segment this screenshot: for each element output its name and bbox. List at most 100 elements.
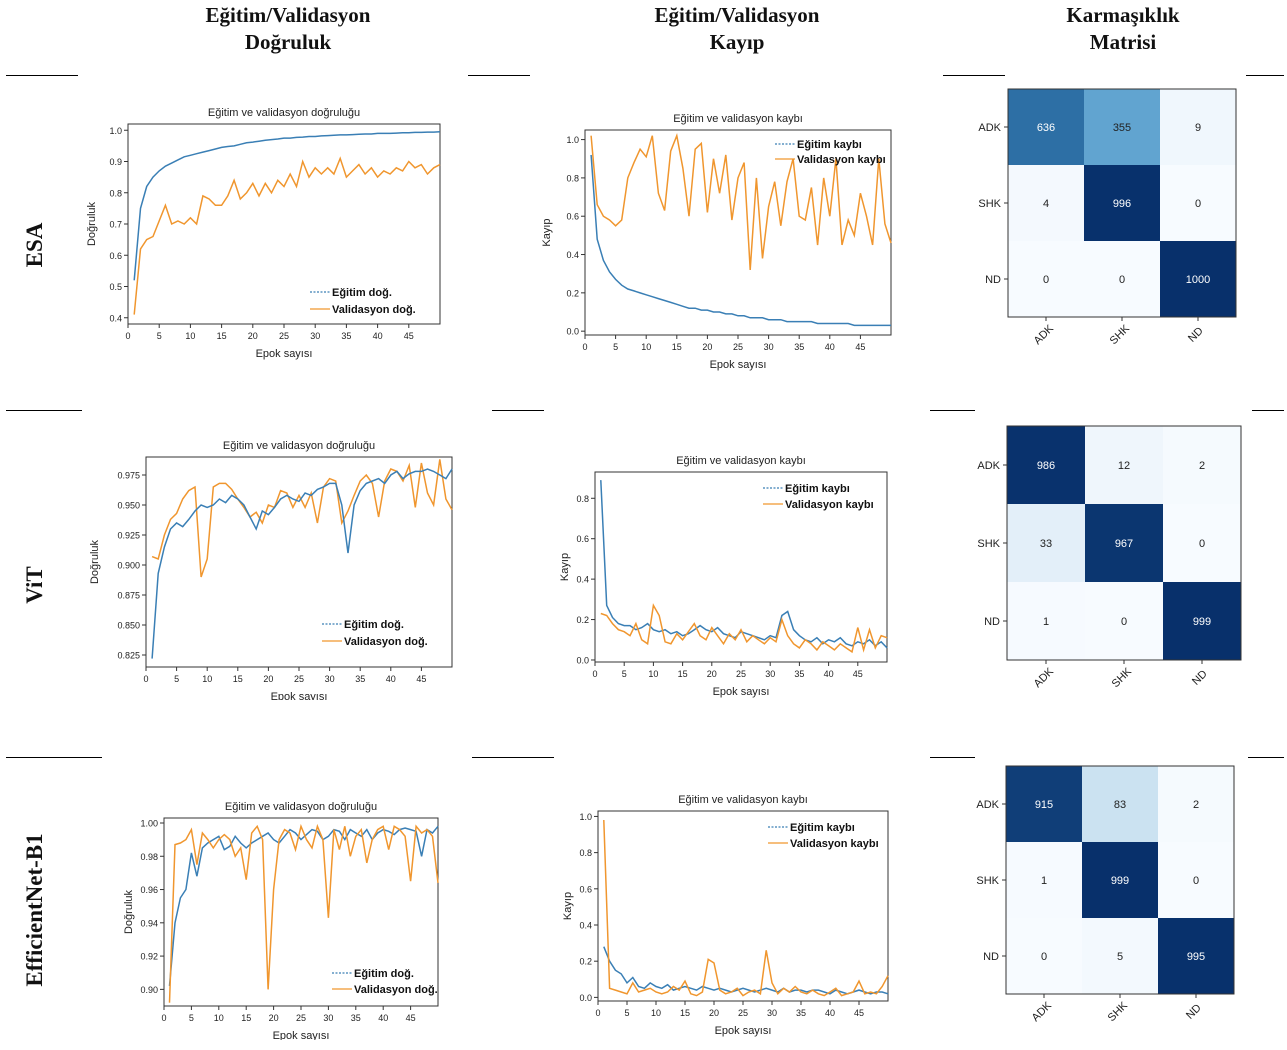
y-tick-label: 0.96 [140, 885, 158, 895]
y-tick-label: 0.5 [109, 282, 122, 292]
y-tick-label: 0.98 [140, 852, 158, 862]
x-tick-label: 10 [202, 674, 212, 684]
column-header-confusion: Karmaşıklık Matrisi [973, 2, 1273, 56]
matrix-cell-value: 83 [1114, 799, 1126, 811]
y-tick-label: 1.0 [579, 812, 592, 822]
matrix-cell [1082, 918, 1158, 994]
legend-label: Validasyon doğ. [332, 304, 416, 316]
chart-title: Eğitim ve validasyon doğruluğu [223, 440, 375, 452]
row-label-vit: ViT [15, 475, 55, 695]
row-divider [492, 410, 544, 411]
chart-title: Eğitim ve validasyon kaybı [673, 113, 803, 125]
val-series-line [151, 459, 453, 578]
matrix-cell-value: 0 [1043, 274, 1049, 286]
x-tick-label: 30 [310, 331, 320, 341]
esa-loss-chart: Eğitim ve validasyon kaybı 0 5 10 15 20 25 30 35… [541, 113, 892, 371]
col-tick-label: ND [1186, 325, 1206, 345]
x-tick-label: 45 [416, 674, 426, 684]
y-axis-label: Kayıp [541, 218, 553, 246]
y-tick-label: 0.825 [117, 651, 140, 661]
matrix-cell-value: 2 [1193, 799, 1199, 811]
x-tick-label: 45 [853, 669, 863, 679]
y-tick-label: 0.0 [566, 327, 579, 337]
row-divider [1246, 75, 1284, 76]
row-tick-label: ADK [976, 799, 999, 811]
y-axis-label: Doğruluk [89, 539, 101, 584]
col-tick-label: SHK [1106, 999, 1131, 1024]
column-header-accuracy: Eğitim/Validasyon Doğruluk [138, 2, 438, 56]
matrix-cell-value: 636 [1037, 122, 1055, 134]
y-tick-label: 1.0 [566, 135, 579, 145]
x-tick-label: 20 [702, 342, 712, 352]
row-label-esa: ESA [15, 135, 55, 355]
column-header-line1: Eğitim/Validasyon [205, 3, 371, 27]
matrix-cell [1006, 918, 1082, 994]
matrix-cell-value: 0 [1041, 951, 1047, 963]
matrix-cell [1158, 918, 1234, 994]
chart-title: Eğitim ve validasyon kaybı [676, 455, 806, 467]
y-tick-label: 0.6 [109, 251, 122, 261]
x-tick-label: 40 [378, 1013, 388, 1023]
matrix-cell-value: 999 [1193, 616, 1211, 628]
matrix-cell [1007, 504, 1085, 582]
plot-area [127, 123, 441, 325]
row-tick-label: ND [985, 274, 1001, 286]
matrix-cell [1007, 582, 1085, 660]
x-tick-label: 10 [185, 331, 195, 341]
matrix-cell-value: 0 [1121, 616, 1127, 628]
matrix-cell [1008, 241, 1084, 317]
legend-label: Eğitim kaybı [797, 139, 862, 151]
x-axis-label: Epok sayısı [713, 686, 770, 698]
x-tick-label: 20 [269, 1013, 279, 1023]
matrix-cell [1082, 842, 1158, 918]
x-tick-label: 35 [355, 674, 365, 684]
row-divider [468, 75, 530, 76]
legend-label: Validasyon doğ. [354, 984, 438, 996]
matrix-cell [1163, 426, 1241, 504]
y-tick-label: 0.90 [140, 985, 158, 995]
matrix-cell [1085, 426, 1163, 504]
row-divider [1248, 757, 1284, 758]
x-tick-label: 35 [341, 331, 351, 341]
matrix-cell-value: 1 [1041, 875, 1047, 887]
matrix-cell-value: 0 [1195, 198, 1201, 210]
chart-title: Eğitim ve validasyon doğruluğu [225, 801, 377, 813]
row-tick-label: ND [983, 951, 999, 963]
x-tick-label: 40 [386, 674, 396, 684]
x-tick-label: 40 [373, 331, 383, 341]
y-tick-label: 0.8 [109, 188, 122, 198]
row-tick-label: ND [984, 616, 1000, 628]
matrix-cell-value: 355 [1113, 122, 1131, 134]
y-axis-label: Doğruluk [86, 201, 98, 246]
row-divider [6, 410, 82, 411]
legend-label: Validasyon kaybı [785, 499, 874, 511]
efficientnet-loss-chart: Eğitim ve validasyon kaybı 0 5 10 15 20 25 30 35… [562, 794, 889, 1037]
y-tick-label: 0.9 [109, 157, 122, 167]
vit-confusion-matrix: 986 12 2 33 967 0 1 0 999 ADK ADK SHK SHK ND ND [977, 425, 1242, 690]
y-tick-label: 0.875 [117, 591, 140, 601]
row-divider [472, 757, 554, 758]
col-tick-label: ND [1184, 1002, 1204, 1022]
train-series-line [590, 154, 891, 327]
val-series-line [600, 603, 888, 654]
matrix-cell-value: 915 [1035, 799, 1053, 811]
legend-label: Eğitim doğ. [344, 619, 404, 631]
y-tick-label: 0.850 [117, 621, 140, 631]
x-tick-label: 5 [624, 1008, 629, 1018]
x-tick-label: 35 [351, 1013, 361, 1023]
plot-area [163, 817, 439, 1007]
x-tick-label: 0 [595, 1008, 600, 1018]
matrix-cell [1160, 165, 1236, 241]
x-tick-label: 20 [263, 674, 273, 684]
y-tick-label: 0.7 [109, 220, 122, 230]
col-tick-label: SHK [1110, 665, 1135, 690]
matrix-cell [1008, 89, 1084, 165]
y-tick-label: 0.0 [576, 655, 589, 665]
x-axis-label: Epok sayısı [715, 1025, 772, 1037]
y-tick-label: 0.925 [117, 531, 140, 541]
matrix-cell-value: 2 [1199, 460, 1205, 472]
x-axis-label: Epok sayısı [273, 1030, 330, 1040]
y-tick-label: 0.6 [579, 884, 592, 894]
x-tick-label: 0 [592, 669, 597, 679]
matrix-cell-value: 1000 [1186, 274, 1210, 286]
